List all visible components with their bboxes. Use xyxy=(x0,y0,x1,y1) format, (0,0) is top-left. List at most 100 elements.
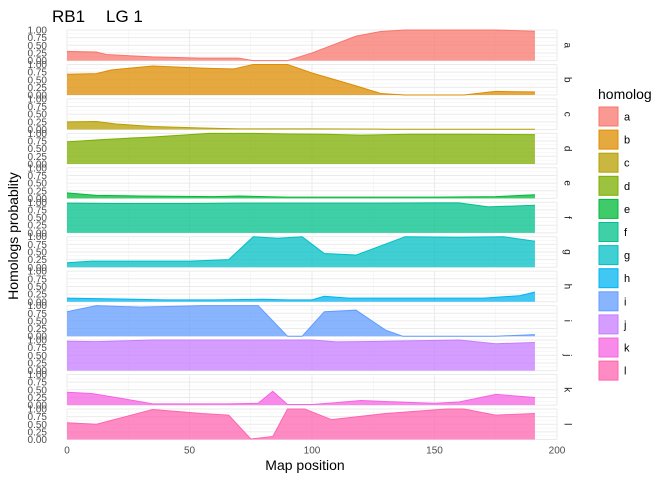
facet-panel-h: 0.000.250.500.751.00h xyxy=(28,267,573,309)
legend-item-j: j xyxy=(598,314,626,335)
y-tick-label: 1.00 xyxy=(28,370,48,381)
y-tick-label: 0.50 xyxy=(28,75,48,86)
facet-panel-b: 0.000.250.500.751.00b xyxy=(28,60,573,102)
y-tick-label: 0.50 xyxy=(28,179,48,190)
area-a xyxy=(67,30,535,61)
legend-swatch xyxy=(598,129,619,150)
x-tick-label: 200 xyxy=(549,446,566,457)
legend-label: l xyxy=(624,366,626,378)
y-tick-label: 0.75 xyxy=(28,240,48,251)
x-tick-label: 100 xyxy=(304,446,321,457)
y-tick-label: 0.00 xyxy=(28,91,48,102)
y-tick-label: 0.25 xyxy=(28,117,48,128)
strip-label-b: b xyxy=(561,77,572,83)
y-tick-label: 1.00 xyxy=(28,26,48,37)
legend-label: f xyxy=(624,227,628,239)
y-tick-label: 0.00 xyxy=(28,159,48,170)
y-tick-label: 0.50 xyxy=(28,282,48,293)
facet-panel-g: 0.000.250.500.751.00 g xyxy=(28,232,573,274)
y-tick-label: 0.00 xyxy=(28,332,48,343)
strip-label-l: l xyxy=(561,423,572,425)
area-d xyxy=(67,133,535,164)
series-line-d xyxy=(66,132,535,143)
y-tick-label: 1.00 xyxy=(28,336,48,347)
area-e xyxy=(67,192,535,199)
y-tick-label: 0.00 xyxy=(28,125,48,136)
legend-swatch xyxy=(598,222,619,242)
legend-label: i xyxy=(624,296,626,308)
y-tick-label: 0.75 xyxy=(28,274,48,285)
y-tick-label: 0.00 xyxy=(28,263,48,274)
legend-item-e: e xyxy=(598,198,630,219)
strip-label-g: g xyxy=(561,249,572,255)
series-line-h xyxy=(66,291,536,301)
y-tick-label: 1.00 xyxy=(28,301,48,312)
y-tick-label: 0.75 xyxy=(28,102,48,113)
strip-label-k: k xyxy=(561,387,572,393)
series-line-g xyxy=(66,236,536,264)
y-tick-label: 1.00 xyxy=(28,232,48,243)
y-tick-label: 0.50 xyxy=(28,213,48,224)
strip-label-c: c xyxy=(561,112,572,117)
y-tick-label: 0.25 xyxy=(28,152,48,163)
x-tick-label: 0 xyxy=(64,446,70,457)
area-j xyxy=(67,340,535,371)
y-tick-label: 0.75 xyxy=(28,412,48,423)
legend-swatch xyxy=(598,268,619,289)
area-l xyxy=(67,408,535,440)
series-line-e xyxy=(66,192,535,198)
y-tick-label: 0.25 xyxy=(28,324,48,335)
strip-label-a: a xyxy=(561,43,572,49)
strip-label-e: e xyxy=(561,180,572,186)
y-tick-label: 0.75 xyxy=(28,33,48,44)
y-tick-label: 0.50 xyxy=(28,316,48,327)
legend-swatch xyxy=(598,175,619,196)
y-tick-label: 0.00 xyxy=(28,297,48,308)
strip-label-f: f xyxy=(561,216,572,219)
series-line-c xyxy=(66,121,535,130)
strip-label-d: d xyxy=(561,146,572,152)
legend-swatch xyxy=(598,152,619,173)
y-tick-label: 1.00 xyxy=(28,267,48,278)
facet-panel-i: 0.000.250.500.751.00 i xyxy=(28,301,573,343)
facet-panel-j: 0.000.250.500.751.00j xyxy=(28,336,573,378)
legend-swatch xyxy=(598,314,619,335)
y-tick-label: 1.00 xyxy=(28,60,48,71)
facet-panel-a: 0.000.250.500.751.00a xyxy=(28,26,573,68)
y-tick-label: 0.25 xyxy=(28,359,48,370)
legend-label: a xyxy=(624,112,631,124)
legend-item-a: a xyxy=(598,106,631,127)
chart-title-right: LG 1 xyxy=(106,7,143,26)
facet-panel-e: 0.000.250.500.751.00 e xyxy=(28,163,573,205)
chart-title-left: RB1 xyxy=(52,7,85,26)
y-tick-label: 0.75 xyxy=(28,137,48,148)
y-tick-label: 0.50 xyxy=(28,351,48,362)
facet-panel-c: 0.000.250.500.751.00c xyxy=(28,94,573,136)
facet-panels: 0.000.250.500.751.00a0.000.250.500.751.0… xyxy=(28,26,573,447)
legend-swatch xyxy=(598,106,619,127)
series-line-l xyxy=(66,408,535,440)
x-axis: 0 50 100 150 200 xyxy=(64,446,566,457)
area-k xyxy=(67,391,535,406)
area-b xyxy=(67,64,535,96)
area-g xyxy=(67,236,535,268)
y-tick-label: 0.50 xyxy=(28,144,48,155)
strip-label-j: j xyxy=(561,353,572,356)
y-tick-label: 0.25 xyxy=(28,427,48,438)
y-tick-label: 0.00 xyxy=(28,56,48,67)
legend-label: g xyxy=(624,250,630,262)
area-h xyxy=(67,291,535,302)
y-tick-label: 1.00 xyxy=(28,94,48,105)
series-line-j xyxy=(66,339,535,345)
legend-item-f: f xyxy=(598,222,628,242)
legend-item-h: h xyxy=(598,268,630,289)
facet-panel-f: 0.000.250.500.751.00f xyxy=(28,198,573,240)
series-line-k xyxy=(66,390,535,405)
series-line-b xyxy=(66,63,535,96)
y-tick-label: 0.25 xyxy=(28,393,48,404)
legend-swatch xyxy=(598,198,619,219)
x-tick-label: 50 xyxy=(184,446,196,457)
series-line-i xyxy=(66,305,535,337)
y-axis-title: Homologs probablity xyxy=(5,172,21,300)
